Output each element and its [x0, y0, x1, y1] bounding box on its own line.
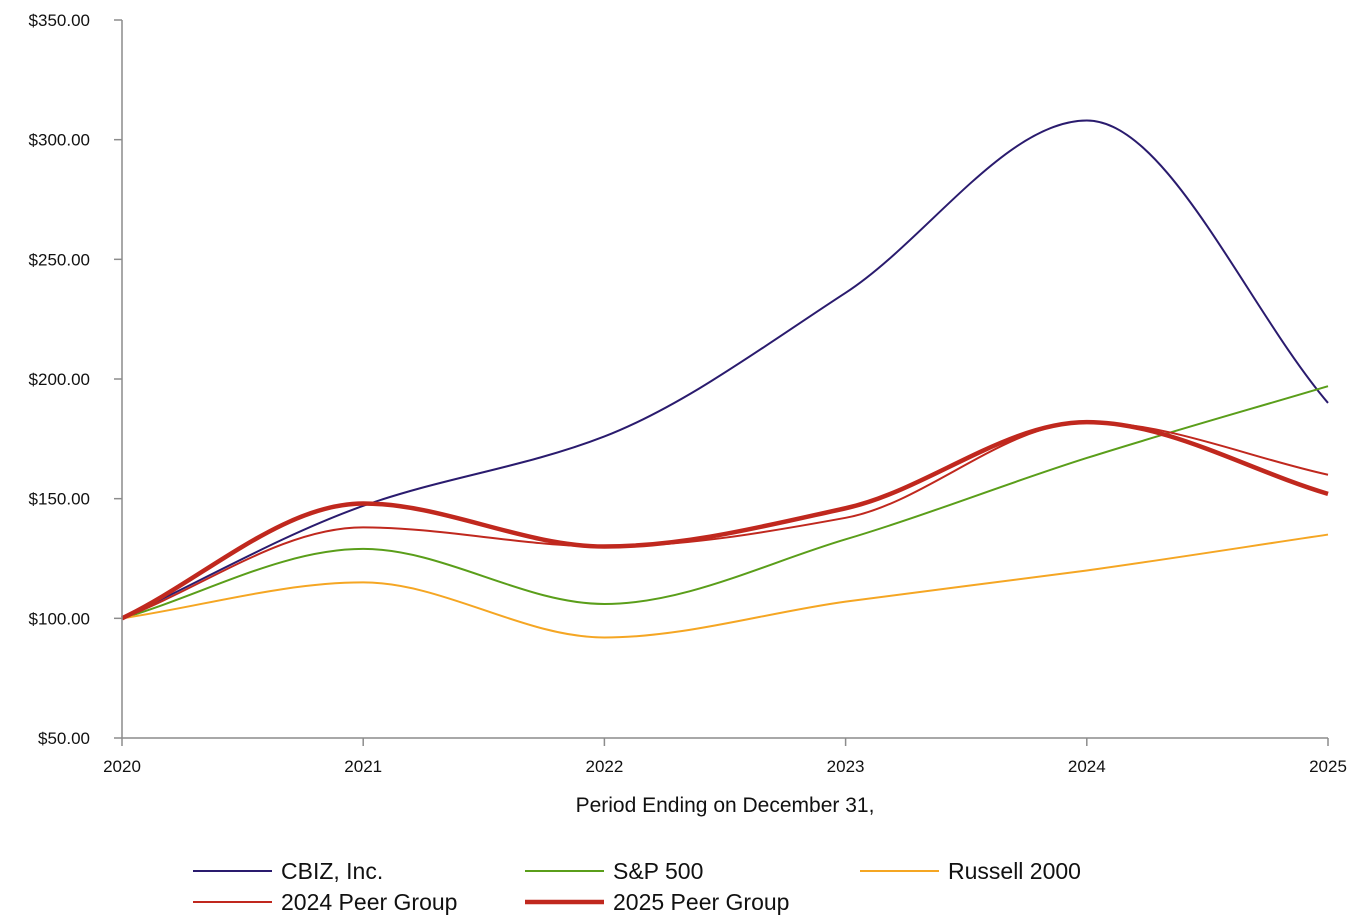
y-tick-label: $250.00	[29, 250, 90, 269]
series-line-s-p-500	[121, 385, 1329, 620]
x-tick-label: 2021	[344, 757, 382, 776]
y-tick-label: $200.00	[29, 370, 90, 389]
x-tick-label: 2022	[585, 757, 623, 776]
legend-item-2025-peer-group: 2025 Peer Group	[525, 889, 789, 915]
x-tick-label: 2025	[1309, 757, 1347, 776]
legend: CBIZ, Inc. S&P 500 Russell 2000 2024 Peer G…	[193, 858, 1081, 915]
legend-label: 2024 Peer Group	[281, 889, 457, 915]
legend-label: S&P 500	[613, 858, 703, 884]
y-tick-label: $100.00	[29, 609, 90, 628]
series-line-2025-peer-group	[121, 419, 1329, 621]
y-tick-label: $300.00	[29, 131, 90, 150]
series-line-cbiz-inc	[121, 119, 1329, 620]
legend-label: 2025 Peer Group	[613, 889, 789, 915]
x-tick-label: 2023	[827, 757, 865, 776]
legend-item-s-p-500: S&P 500	[525, 858, 703, 884]
series-layer	[121, 119, 1329, 639]
y-tick-label: $350.00	[29, 11, 90, 30]
legend-item-2024-peer-group: 2024 Peer Group	[193, 889, 457, 915]
legend-label: CBIZ, Inc.	[281, 858, 383, 884]
series-line-russell-2000	[121, 533, 1329, 639]
y-tick-label: $150.00	[29, 490, 90, 509]
axes-layer: $50.00 $100.00 $150.00 $200.00 $250.00 $300.0…	[29, 11, 1347, 776]
legend-item-cbiz-inc: CBIZ, Inc.	[193, 858, 383, 884]
x-tick-label: 2020	[103, 757, 141, 776]
legend-label: Russell 2000	[948, 858, 1081, 884]
x-tick-label: 2024	[1068, 757, 1106, 776]
y-tick-label: $50.00	[38, 729, 90, 748]
x-axis-title: Period Ending on December 31,	[576, 794, 875, 817]
legend-item-russell-2000: Russell 2000	[860, 858, 1081, 884]
series-line-2024-peer-group	[121, 421, 1329, 620]
